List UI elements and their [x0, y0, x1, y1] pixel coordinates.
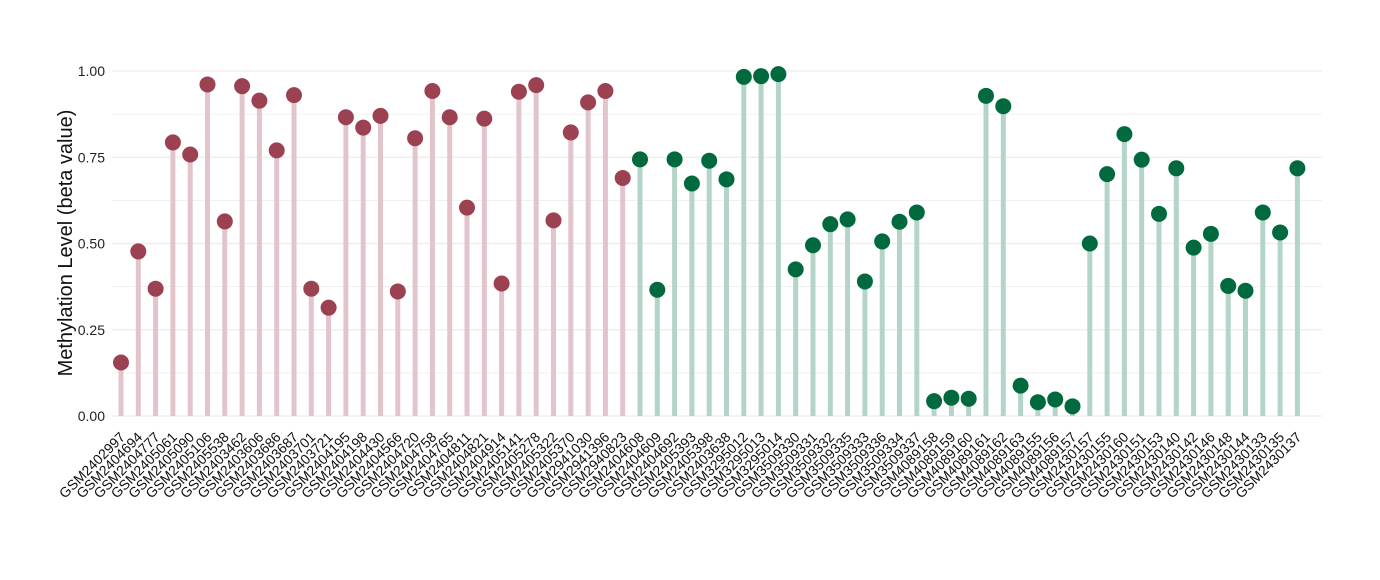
lollipop-point [1220, 277, 1237, 294]
lollipop-point [268, 142, 285, 159]
y-axis-ticks: 0.00 0.25 0.50 0.75 1.00 [78, 63, 105, 424]
lollipop-point [389, 283, 406, 300]
lollipop-point [147, 280, 164, 297]
y-tick-label: 0.50 [78, 236, 105, 252]
lollipop-point [1151, 205, 1167, 222]
lollipop-point [164, 134, 181, 151]
lollipop-point [1254, 204, 1271, 221]
lollipop-point [1029, 394, 1046, 411]
lollipop-point [113, 354, 129, 371]
lollipop-point [476, 110, 493, 127]
lollipop-point [701, 152, 718, 169]
lollipop-stems [118, 74, 1300, 416]
lollipop-point [960, 390, 977, 407]
lollipop-point [597, 83, 614, 100]
lollipop-point [1012, 377, 1029, 394]
lollipop-point [978, 87, 994, 104]
lollipop-point [787, 261, 804, 278]
lollipop-point [1099, 166, 1116, 183]
lollipop-point [839, 211, 856, 228]
lollipop-point [753, 68, 770, 85]
lollipop-point [1185, 239, 1202, 256]
lollipop-point [1116, 126, 1133, 143]
lollipop-point [1202, 225, 1219, 242]
lollipop-point [632, 151, 648, 168]
lollipop-point [891, 213, 908, 230]
lollipop-point [424, 83, 441, 100]
lollipop-point [199, 76, 216, 93]
lollipop-point [805, 237, 821, 254]
lollipop-point [683, 175, 700, 192]
lollipop-point [1064, 398, 1081, 415]
lollipop-point [441, 109, 458, 126]
lollipop-point [182, 146, 199, 163]
lollipop-point [562, 124, 579, 141]
lollipop-point [1047, 391, 1064, 408]
lollipop-point [234, 78, 251, 95]
lollipop-point [666, 151, 683, 168]
lollipop-point [251, 92, 268, 109]
lollipop-point [372, 107, 389, 124]
lollipop-point [545, 212, 562, 229]
lollipop-point [770, 66, 787, 83]
lollipop-point [735, 68, 752, 85]
lollipop-point [1289, 160, 1306, 177]
x-axis-ticks: GSM2402997GSM2404694GSM2404777GSM2405061… [56, 429, 1305, 502]
lollipop-point [216, 213, 233, 230]
lollipop-point [337, 109, 354, 126]
lollipop-point [320, 299, 337, 316]
lollipop-point [528, 77, 545, 94]
lollipop-point [995, 98, 1012, 115]
lollipop-point [718, 171, 735, 188]
lollipop-point [1133, 151, 1150, 168]
lollipop-point [856, 273, 873, 290]
lollipop-point [822, 216, 839, 233]
lollipop-point [908, 204, 925, 221]
lollipop-point [943, 389, 960, 406]
y-axis-title: Methylation Level (beta value) [55, 110, 77, 377]
lollipop-point [649, 281, 666, 298]
lollipop-point [1168, 160, 1185, 177]
lollipop-point [493, 275, 510, 292]
lollipop-points [113, 66, 1306, 415]
lollipop-point [580, 94, 597, 111]
lollipop-point [1272, 224, 1289, 241]
lollipop-point [459, 199, 475, 216]
lollipop-point [303, 280, 320, 297]
lollipop-point [130, 243, 147, 260]
lollipop-point [614, 169, 631, 186]
lollipop-point [355, 119, 372, 136]
y-tick-label: 0.00 [78, 408, 105, 424]
y-tick-label: 0.25 [78, 322, 105, 338]
y-tick-label: 1.00 [78, 63, 105, 79]
lollipop-point [286, 87, 302, 104]
lollipop-point [926, 393, 943, 410]
lollipop-point [510, 83, 527, 100]
lollipop-point [407, 130, 424, 147]
lollipop-point [1237, 282, 1254, 299]
lollipop-point [1081, 235, 1098, 252]
lollipop-point [874, 233, 891, 250]
y-tick-label: 0.75 [78, 149, 105, 165]
